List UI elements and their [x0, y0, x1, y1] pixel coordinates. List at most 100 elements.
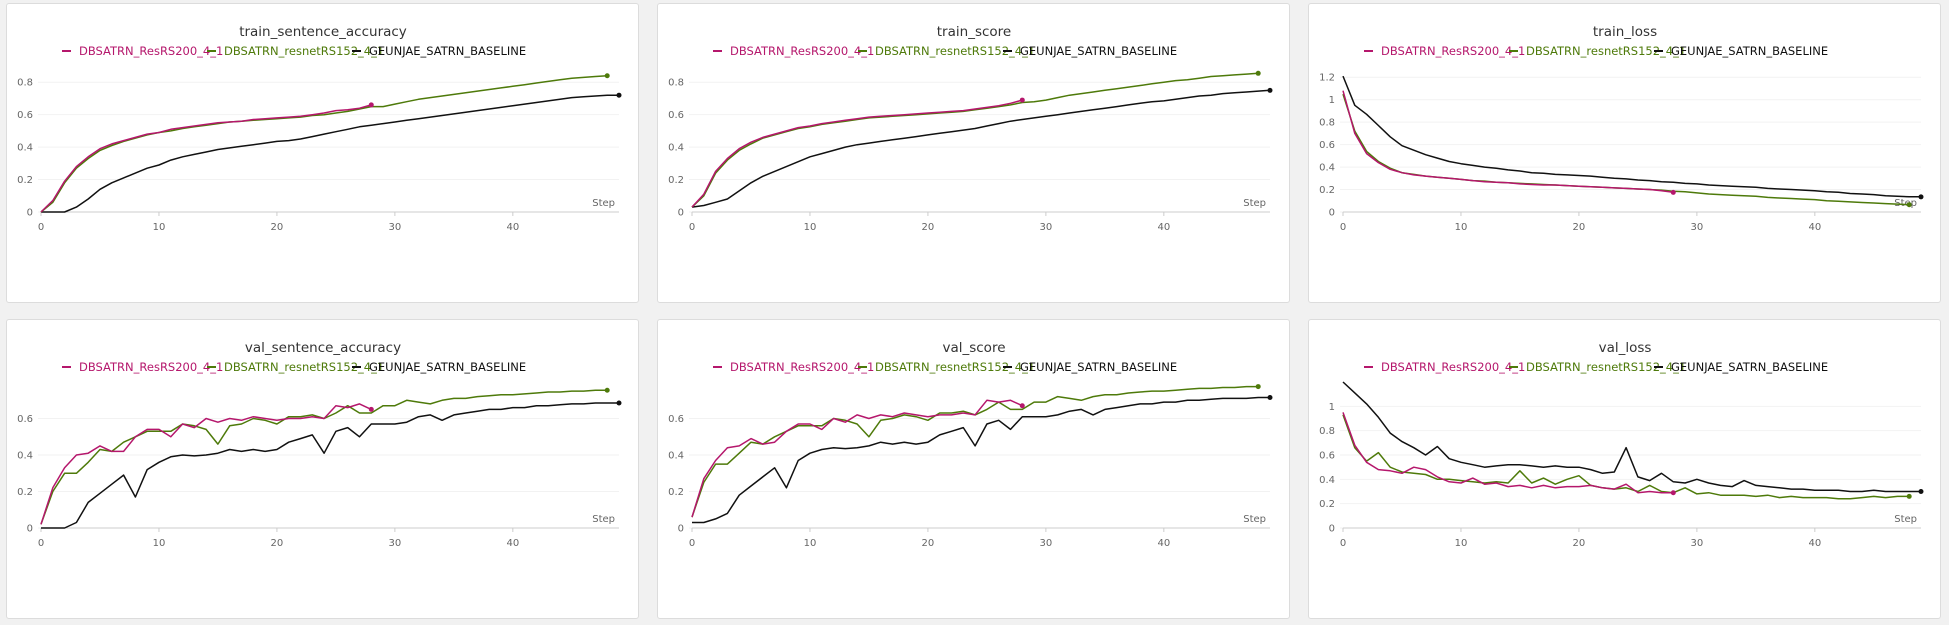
series-line-geunjae-satrn-baseline[interactable]: [1342, 381, 1921, 493]
y-tick-label: 0: [27, 208, 33, 219]
legend-item-dbsatrn-resrs200-4-1[interactable]: DBSATRN_ResRS200_4_1: [1364, 44, 1525, 58]
series-line-geunjae-satrn-baseline[interactable]: [41, 94, 619, 213]
chart-title: val_score: [942, 340, 1005, 356]
legend-item-geunjae-satrn-baseline[interactable]: GEUNJAE_SATRN_BASELINE: [352, 360, 526, 374]
chart-val-sentence-accuracy[interactable]: val_sentence_accuracy DBSATRN_ResRS200_4_…: [7, 320, 640, 620]
x-tick-label: 10: [804, 222, 817, 233]
chart-train-sentence-accuracy[interactable]: train_sentence_accuracy DBSATRN_ResRS200_…: [7, 4, 640, 304]
chart-train-score[interactable]: train_score DBSATRN_ResRS200_4_1 DBSATRN_r…: [658, 4, 1291, 304]
legend-item-dbsatrn-resrs200-4-1[interactable]: DBSATRN_ResRS200_4_1: [713, 360, 874, 374]
series-line-dbsatrn-resrs200-4-1[interactable]: [40, 104, 372, 213]
legend-item-geunjae-satrn-baseline[interactable]: GEUNJAE_SATRN_BASELINE: [1654, 360, 1828, 374]
y-tick-label: 0.6: [1319, 451, 1335, 462]
y-tick-label: 0.8: [1319, 118, 1335, 129]
x-tick-label: 10: [153, 222, 166, 233]
chart-title: train_sentence_accuracy: [239, 24, 407, 40]
legend-item-dbsatrn-resnetrs152-4-1[interactable]: DBSATRN_resnetRS152_4_1: [1509, 44, 1686, 58]
x-tick-label: 20: [1573, 538, 1586, 549]
series-line-geunjae-satrn-baseline[interactable]: [41, 402, 619, 529]
series-line-dbsatrn-resnetrs152-4-1[interactable]: [1342, 414, 1910, 500]
series-line-dbsatrn-resnetrs152-4-1[interactable]: [40, 74, 608, 213]
x-axis-label: Step: [1243, 514, 1266, 525]
x-tick-label: 20: [922, 222, 935, 233]
series-line-dbsatrn-resrs200-4-1[interactable]: [40, 403, 372, 525]
y-tick-label: 0.6: [668, 110, 684, 121]
series-endpoint-dbsatrn-resnetrs152-4-1: [1906, 202, 1912, 208]
legend-label: GEUNJAE_SATRN_BASELINE: [1020, 44, 1177, 58]
chart-title: train_score: [937, 24, 1011, 40]
y-tick-label: 0.2: [1319, 185, 1335, 196]
x-axis-label: Step: [592, 198, 615, 209]
x-tick-label: 30: [1691, 538, 1704, 549]
y-tick-label: 0: [678, 208, 684, 219]
x-tick-label: 40: [506, 222, 519, 233]
y-tick-label: 0.4: [17, 143, 33, 154]
legend-label: GEUNJAE_SATRN_BASELINE: [1020, 360, 1177, 374]
series-line-dbsatrn-resnetrs152-4-1[interactable]: [40, 389, 608, 525]
x-tick-label: 40: [1157, 222, 1170, 233]
legend-item-dbsatrn-resnetrs152-4-1[interactable]: DBSATRN_resnetRS152_4_1: [207, 360, 384, 374]
x-tick-label: 10: [1455, 222, 1468, 233]
y-tick-label: 1: [1329, 95, 1335, 106]
legend-label: GEUNJAE_SATRN_BASELINE: [369, 44, 526, 58]
series-line-dbsatrn-resnetrs152-4-1[interactable]: [691, 72, 1259, 208]
x-axis-label: Step: [1243, 198, 1266, 209]
legend-item-dbsatrn-resrs200-4-1[interactable]: DBSATRN_ResRS200_4_1: [713, 44, 874, 58]
series-line-dbsatrn-resrs200-4-1[interactable]: [1342, 90, 1674, 194]
y-tick-label: 0.6: [668, 414, 684, 425]
series-line-dbsatrn-resrs200-4-1[interactable]: [1342, 412, 1674, 494]
legend-item-geunjae-satrn-baseline[interactable]: GEUNJAE_SATRN_BASELINE: [1003, 44, 1177, 58]
x-tick-label: 40: [1808, 538, 1821, 549]
chart-train-loss[interactable]: train_loss DBSATRN_ResRS200_4_1 DBSATRN_re…: [1309, 4, 1942, 304]
y-tick-label: 1: [1329, 402, 1335, 413]
series-endpoint-dbsatrn-resrs200-4-1: [1019, 97, 1025, 103]
series-endpoint-geunjae-satrn-baseline: [1267, 395, 1273, 401]
x-tick-label: 0: [38, 538, 44, 549]
y-tick-label: 0.4: [1319, 475, 1335, 486]
legend-label: DBSATRN_resnetRS152_4_1: [1526, 360, 1686, 374]
legend-item-dbsatrn-resnetrs152-4-1[interactable]: DBSATRN_resnetRS152_4_1: [1509, 360, 1686, 374]
legend-item-dbsatrn-resrs200-4-1[interactable]: DBSATRN_ResRS200_4_1: [1364, 360, 1525, 374]
series-endpoint-geunjae-satrn-baseline: [616, 92, 622, 98]
chart-title: val_sentence_accuracy: [245, 340, 401, 356]
legend-item-dbsatrn-resnetrs152-4-1[interactable]: DBSATRN_resnetRS152_4_1: [858, 44, 1035, 58]
series-line-geunjae-satrn-baseline[interactable]: [692, 396, 1270, 524]
x-tick-label: 0: [689, 538, 695, 549]
series-line-dbsatrn-resrs200-4-1[interactable]: [691, 399, 1023, 518]
x-tick-label: 0: [38, 222, 44, 233]
y-tick-label: 0.2: [1319, 499, 1335, 510]
legend-item-dbsatrn-resnetrs152-4-1[interactable]: DBSATRN_resnetRS152_4_1: [207, 44, 384, 58]
chart-title: train_loss: [1593, 24, 1657, 40]
series-endpoint-dbsatrn-resnetrs152-4-1: [604, 73, 610, 79]
legend-item-geunjae-satrn-baseline[interactable]: GEUNJAE_SATRN_BASELINE: [352, 44, 526, 58]
x-tick-label: 10: [804, 538, 817, 549]
chart-val-loss[interactable]: val_loss DBSATRN_ResRS200_4_1 DBSATRN_resn…: [1309, 320, 1942, 620]
series-endpoint-geunjae-satrn-baseline: [616, 400, 622, 406]
x-tick-label: 0: [1340, 538, 1346, 549]
y-tick-label: 0.2: [668, 175, 684, 186]
y-tick-label: 0: [1329, 524, 1335, 535]
chart-val-score[interactable]: val_score DBSATRN_ResRS200_4_1 DBSATRN_res…: [658, 320, 1291, 620]
x-tick-label: 30: [1040, 222, 1053, 233]
legend-label: GEUNJAE_SATRN_BASELINE: [1671, 44, 1828, 58]
legend-item-dbsatrn-resrs200-4-1[interactable]: DBSATRN_ResRS200_4_1: [62, 360, 223, 374]
series-endpoint-dbsatrn-resrs200-4-1: [1019, 403, 1025, 409]
series-line-geunjae-satrn-baseline[interactable]: [691, 89, 1271, 208]
y-tick-label: 0.2: [17, 487, 33, 498]
series-line-dbsatrn-resnetrs152-4-1[interactable]: [691, 385, 1259, 518]
series-line-geunjae-satrn-baseline[interactable]: [1342, 75, 1921, 198]
legend-item-geunjae-satrn-baseline[interactable]: GEUNJAE_SATRN_BASELINE: [1654, 44, 1828, 58]
legend-label: DBSATRN_ResRS200_4_1: [1381, 360, 1525, 374]
x-axis-label: Step: [1894, 198, 1917, 209]
legend-label: DBSATRN_ResRS200_4_1: [79, 44, 223, 58]
legend-label: DBSATRN_resnetRS152_4_1: [875, 360, 1035, 374]
legend-item-dbsatrn-resnetrs152-4-1[interactable]: DBSATRN_resnetRS152_4_1: [858, 360, 1035, 374]
series-endpoint-dbsatrn-resrs200-4-1: [368, 406, 374, 412]
legend-label: DBSATRN_resnetRS152_4_1: [224, 44, 384, 58]
x-tick-label: 30: [389, 538, 402, 549]
y-tick-label: 0.8: [17, 78, 33, 89]
y-tick-label: 0.6: [1319, 140, 1335, 151]
legend-item-geunjae-satrn-baseline[interactable]: GEUNJAE_SATRN_BASELINE: [1003, 360, 1177, 374]
legend-item-dbsatrn-resrs200-4-1[interactable]: DBSATRN_ResRS200_4_1: [62, 44, 223, 58]
series-line-dbsatrn-resrs200-4-1[interactable]: [691, 99, 1023, 208]
